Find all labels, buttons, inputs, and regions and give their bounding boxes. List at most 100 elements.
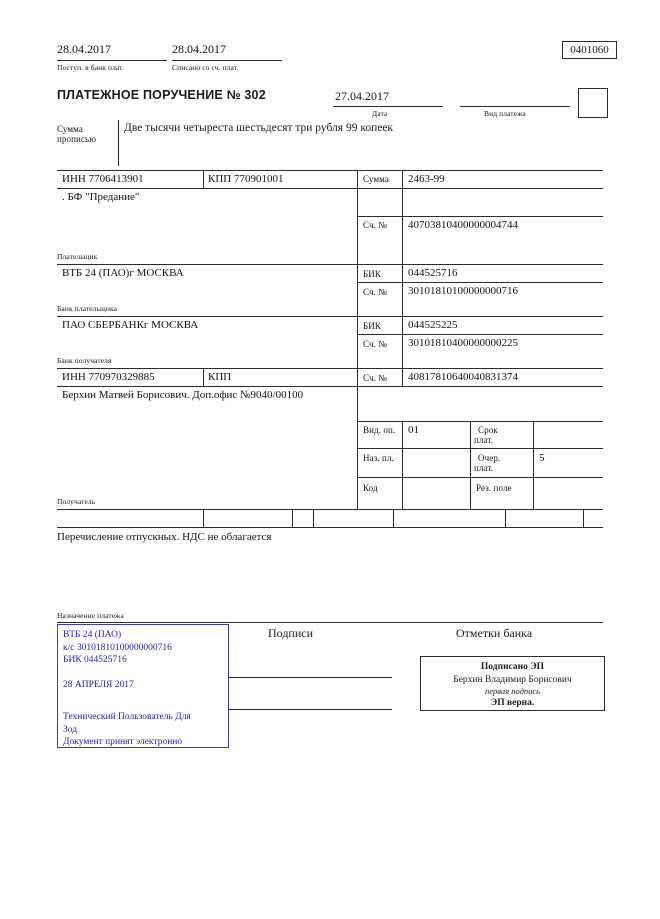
purpose-caption: Назначение платежа: [57, 611, 124, 620]
details-div-3: [533, 421, 534, 509]
payee-bank-bik-value: 044525225: [408, 319, 458, 331]
table-rule-receiver-bottom: [57, 509, 603, 510]
amount-words-divider: [118, 120, 119, 166]
table-rule-payer-bottom: [57, 264, 603, 265]
stamp-line3: БИК 044525716: [63, 655, 127, 665]
payer-caption: Плательщик: [57, 252, 98, 261]
payee-inn-label: ИНН: [62, 371, 86, 383]
document-date-underline: [333, 106, 443, 107]
payer-kpp-label: КПП: [208, 173, 232, 185]
electronic-signature-box: Подписано ЭП Берхин Владимир Борисович п…: [420, 656, 605, 711]
document-date-value: 27.04.2017: [335, 89, 389, 103]
table-rule-bik2-bottom: [358, 334, 603, 335]
amount-words-caption-line2: прописью: [57, 134, 97, 144]
received-date-caption: Поступ. в банк плат.: [57, 63, 124, 72]
payee-bank-caption: Банк получателя: [57, 356, 112, 365]
term-label-line1: Срок: [478, 425, 498, 435]
payer-sum-value: 2463-99: [408, 173, 445, 185]
table-rule-payee-inn-bottom: [57, 386, 358, 387]
document-title: ПЛАТЕЖНОЕ ПОРУЧЕНИЕ № 302: [57, 88, 266, 102]
payee-account-label: Сч. №: [363, 373, 387, 383]
table-rule-details-1b: [358, 448, 403, 449]
amount-words-value: Две тысячи четыреста шестьдесят три рубл…: [124, 122, 394, 134]
payer-bank-name: ВТБ 24 (ПАО)г МОСКВА: [62, 267, 184, 279]
strip-div-1: [203, 509, 204, 527]
esig-role: первая подпись: [484, 686, 541, 696]
payer-inn-label: ИНН: [62, 173, 86, 185]
esig-title: Подписано ЭП: [480, 662, 545, 672]
esig-name: Берхин Владимир Борисович: [453, 675, 572, 685]
received-date-underline: [57, 60, 167, 61]
payer-bank-caption: Банк плательщика: [57, 304, 118, 313]
payee-bank-name: ПАО СБЕРБАНКг МОСКВА: [62, 319, 199, 331]
esig-valid: ЭП верна.: [490, 698, 535, 708]
bank-marks-caption: Отметки банка: [456, 626, 533, 640]
details-div-1: [402, 421, 403, 509]
strip-div-5: [505, 509, 506, 527]
op-kind-label: Вид. оп.: [363, 425, 396, 435]
payer-account-label: Сч. №: [363, 220, 387, 230]
signatures-caption: Подписи: [268, 626, 314, 640]
payee-caption: Получатель: [57, 497, 96, 506]
form-code-box: 0401060: [562, 41, 617, 59]
table-rule-sum-bottom: [358, 188, 603, 189]
table-rule-details-2: [358, 477, 603, 478]
bank-electronic-stamp: ВТБ 24 (ПАО) к/с 30101810100000000716 БИ…: [57, 624, 229, 748]
written-off-date-caption: Списано со сч. плат.: [172, 63, 239, 72]
strip-div-6: [583, 509, 584, 527]
term-label-line2: плат.: [474, 435, 494, 445]
table-div-label-value: [402, 170, 403, 386]
queue-label-line1: Очер.: [478, 453, 501, 463]
details-div-2: [470, 421, 471, 509]
payee-bank-bik-label: БИК: [363, 321, 381, 331]
payer-sum-label: Сумма: [363, 174, 389, 184]
payee-kpp-label: КПП: [208, 371, 232, 383]
payee-inn-value: 770970329885: [88, 371, 155, 383]
table-rule-top: [57, 170, 603, 171]
table-rule-payeebank-bottom: [57, 368, 603, 369]
amount-words-caption-line1: Сумма: [57, 124, 83, 134]
stamp-line4: 28 АПРЕЛЯ 2017: [63, 679, 134, 690]
queue-value: 5: [539, 452, 545, 464]
written-off-date-value: 28.04.2017: [172, 42, 226, 56]
stamp-line7: Документ принят электронно: [63, 737, 183, 747]
payee-inn: ИНН 770970329885: [62, 371, 155, 383]
received-date-value: 28.04.2017: [57, 42, 111, 56]
queue-label-line2: плат.: [474, 463, 494, 473]
stamp-line6: Зод: [63, 724, 78, 735]
payer-kpp: КПП 770901001: [208, 173, 283, 185]
payee-name: Берхин Матвей Борисович. Доп.офис №9040/…: [62, 389, 304, 401]
payer-bank-account-label: Сч. №: [363, 287, 387, 297]
payer-bank-bik-value: 044525716: [408, 267, 458, 279]
payee-account-value: 40817810640040831374: [408, 371, 518, 383]
signature-line-1: [228, 677, 392, 678]
code-label: Код: [363, 483, 378, 493]
strip-div-4: [393, 509, 394, 527]
written-off-date-underline: [172, 60, 282, 61]
payer-inn: ИНН 7706413901: [62, 173, 144, 185]
payment-kind-caption: Вид платежа: [484, 109, 526, 118]
purpose-code-label: Наз. пл.: [363, 453, 394, 463]
payee-bank-account-label: Сч. №: [363, 339, 387, 349]
table-rule-payer-acc-top: [358, 216, 603, 217]
payer-name: . БФ "Предание": [62, 191, 140, 203]
document-date-caption: Дата: [372, 109, 388, 118]
table-rule-payee-acc-bottom: [358, 386, 603, 387]
stamp-line2: к/с 30101810100000000716: [63, 642, 172, 653]
payer-bank-account-value: 30101810100000000716: [408, 285, 518, 297]
payment-kind-underline: [460, 106, 570, 107]
table-rule-payerbank-bottom: [57, 316, 603, 317]
table-rule-details-top: [358, 421, 603, 422]
table-rule-inn-bottom: [57, 188, 358, 189]
table-div-main-right: [357, 170, 358, 509]
signature-line-2: [228, 709, 392, 710]
table-rule-strip-bottom: [57, 527, 603, 528]
payment-kind-box: [578, 88, 608, 118]
payee-kpp: КПП: [208, 371, 231, 383]
stamp-line1: ВТБ 24 (ПАО): [63, 630, 122, 640]
op-kind-value: 01: [408, 424, 419, 436]
purpose-underline: [57, 622, 603, 623]
payer-bank-bik-label: БИК: [363, 269, 381, 279]
stamp-line5: Технический Пользователь Для: [63, 712, 191, 722]
